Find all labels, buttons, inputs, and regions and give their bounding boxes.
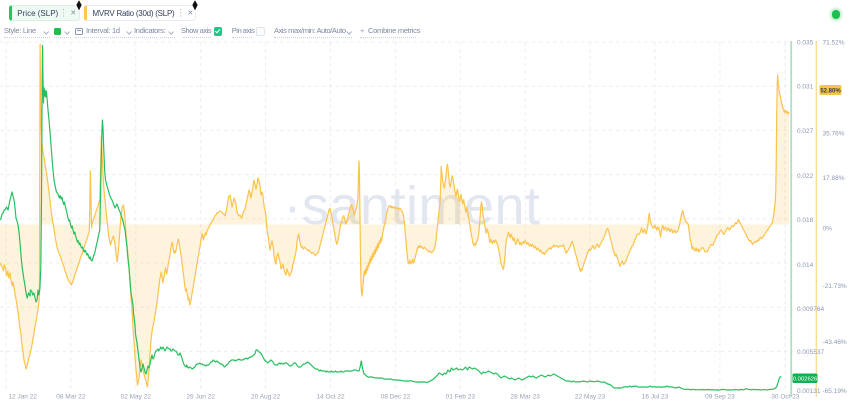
svg-text:52.80%: 52.80% [820, 88, 841, 94]
svg-text:02 May 22: 02 May 22 [121, 394, 152, 401]
svg-text:35.76%: 35.76% [823, 131, 845, 138]
svg-text:17.88%: 17.88% [823, 175, 845, 182]
svg-text:20 Aug 22: 20 Aug 22 [251, 394, 281, 401]
svg-text:-21.73%: -21.73% [823, 283, 847, 290]
svg-text:0%: 0% [823, 225, 833, 232]
svg-text:0.035: 0.035 [797, 39, 814, 46]
svg-text:09 Sep 23: 09 Sep 23 [705, 394, 735, 401]
svg-text:0.002626: 0.002626 [793, 376, 818, 382]
svg-text:30 Oct 23: 30 Oct 23 [771, 394, 800, 401]
svg-text:08 Mar 22: 08 Mar 22 [56, 394, 86, 401]
svg-text:0.009764: 0.009764 [797, 306, 824, 313]
svg-text:0.00131: 0.00131 [797, 388, 821, 395]
svg-text:71.52%: 71.52% [823, 39, 845, 46]
svg-text:01 Feb 23: 01 Feb 23 [446, 394, 476, 401]
svg-text:22 May 23: 22 May 23 [575, 394, 606, 401]
svg-text:0.031: 0.031 [797, 84, 814, 91]
svg-text:0.027: 0.027 [797, 128, 814, 135]
svg-text:-43.46%: -43.46% [823, 339, 847, 346]
svg-text:-65.19%: -65.19% [823, 388, 847, 395]
svg-text:16 Jul 23: 16 Jul 23 [642, 394, 669, 401]
svg-text:·santiment: ·santiment [283, 176, 540, 236]
svg-text:0.022: 0.022 [797, 173, 814, 180]
svg-text:14 Oct 22: 14 Oct 22 [316, 394, 345, 401]
svg-text:08 Dec 22: 08 Dec 22 [381, 394, 411, 401]
svg-text:0.018: 0.018 [797, 217, 814, 224]
svg-text:0.005537: 0.005537 [797, 349, 824, 356]
svg-text:28 Mar 23: 28 Mar 23 [511, 394, 541, 401]
svg-text:0.014: 0.014 [797, 262, 814, 269]
svg-text:26 Jun 22: 26 Jun 22 [186, 394, 215, 401]
svg-text:12 Jan 22: 12 Jan 22 [8, 394, 37, 401]
